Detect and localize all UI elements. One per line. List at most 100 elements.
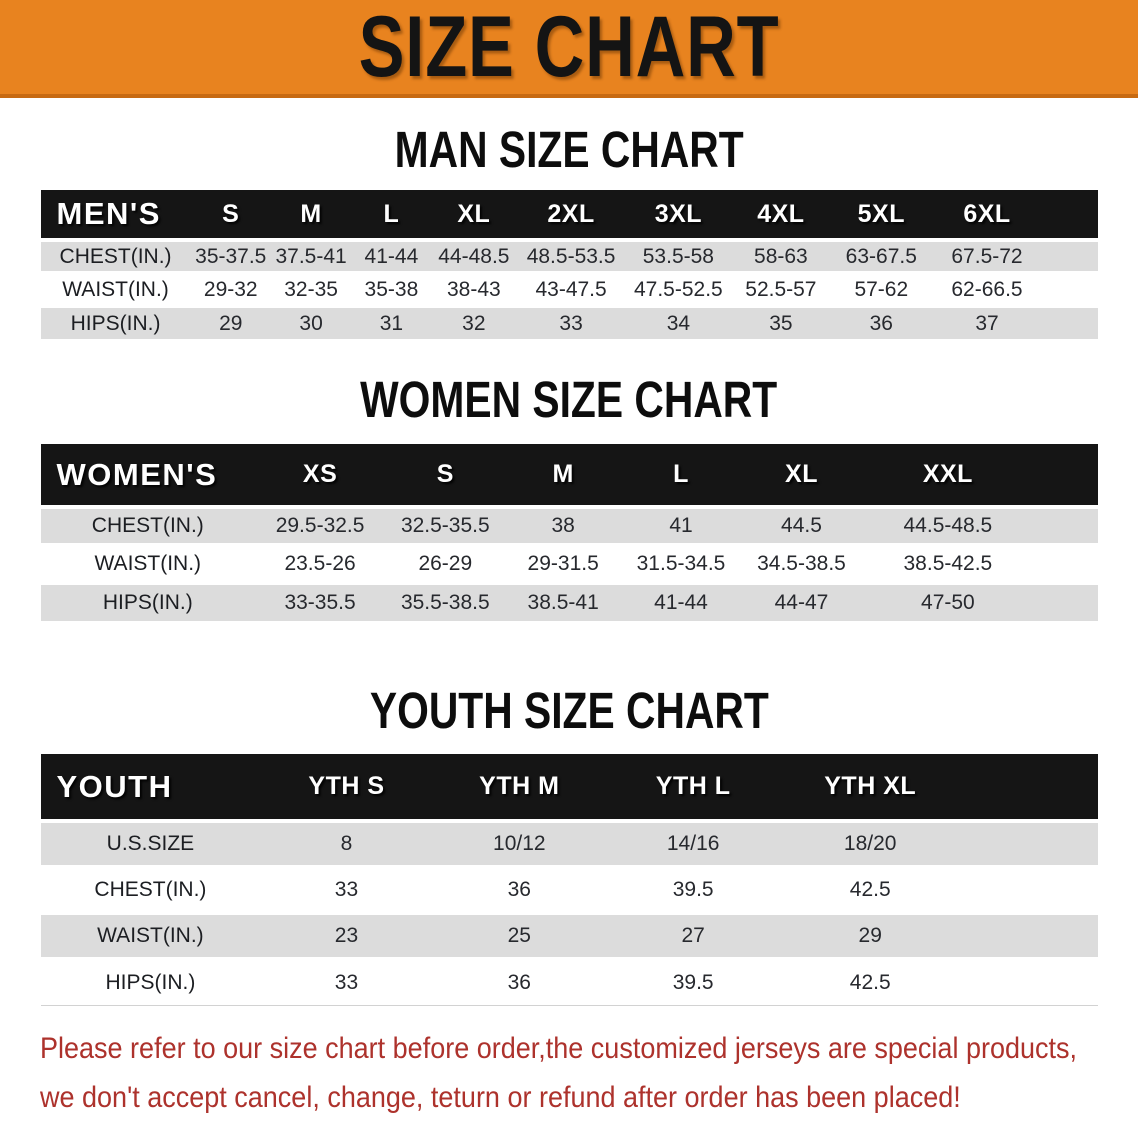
filler-cell	[1042, 190, 1098, 240]
women-size-table: WOMEN'S XS S M L XL XXL CHEST(IN.) 29.5-…	[40, 444, 1098, 621]
row-label: HIPS(IN.)	[40, 581, 256, 621]
filler-cell	[1034, 505, 1098, 545]
youth-header-label: YOUTH	[40, 754, 261, 821]
table-row-ussize: U.S.SIZE 8 10/12 14/16 18/20	[40, 819, 1098, 868]
row-label: U.S.SIZE	[40, 819, 261, 868]
size-cell: 44-48.5	[431, 238, 517, 273]
men-header-row: MEN'S S M L XL 2XL 3XL 4XL 5XL 6XL	[40, 190, 1098, 240]
column-header: S	[190, 190, 271, 240]
women-header-label: WOMEN'S	[40, 444, 256, 507]
table-row-chest: CHEST(IN.) 35-37.5 37.5-41 41-44 44-48.5…	[40, 238, 1098, 273]
column-header: 2XL	[516, 190, 627, 240]
row-label: WAIST(IN.)	[40, 271, 191, 306]
size-cell: 25	[432, 911, 606, 960]
row-label: CHEST(IN.)	[40, 505, 256, 545]
size-cell: 41-44	[351, 238, 432, 273]
size-cell: 10/12	[432, 819, 606, 868]
size-cell: 38.5-41	[505, 581, 621, 621]
size-cell: 33	[260, 865, 433, 914]
filler-cell	[1034, 543, 1098, 583]
women-header-row: WOMEN'S XS S M L XL XXL	[40, 444, 1098, 507]
size-cell: 44.5-48.5	[861, 505, 1035, 545]
size-cell: 48.5-53.5	[516, 238, 627, 273]
size-cell: 38-43	[431, 271, 517, 306]
size-cell: 34	[626, 304, 731, 339]
table-row-chest: CHEST(IN.) 33 36 39.5 42.5	[40, 865, 1098, 914]
size-cell: 14/16	[605, 819, 781, 868]
size-cell: 47-50	[861, 581, 1035, 621]
filler-cell	[960, 865, 1098, 914]
size-cell: 36	[831, 304, 932, 339]
men-size-table: MEN'S S M L XL 2XL 3XL 4XL 5XL 6XL CHEST…	[40, 190, 1098, 339]
size-cell: 58-63	[730, 238, 832, 273]
youth-heading-text: YOUTH SIZE CHART	[369, 682, 769, 739]
size-cell: 35-37.5	[190, 238, 271, 273]
column-header: S	[385, 444, 506, 507]
table-row-waist: WAIST(IN.) 23.5-26 26-29 29-31.5 31.5-34…	[40, 543, 1098, 583]
disclaimer-line-2: we don't accept cancel, change, teturn o…	[40, 1080, 961, 1114]
size-cell: 36	[432, 957, 606, 1006]
column-header: YTH L	[605, 754, 781, 821]
table-row-hips: HIPS(IN.) 29 30 31 32 33 34 35 36 37	[40, 304, 1098, 339]
column-header: YTH M	[432, 754, 606, 821]
size-cell: 32-35	[270, 271, 352, 306]
column-header: M	[505, 444, 621, 507]
size-cell: 57-62	[831, 271, 932, 306]
size-cell: 33-35.5	[255, 581, 386, 621]
size-cell: 35-38	[351, 271, 432, 306]
size-cell: 67.5-72	[931, 238, 1043, 273]
column-header: L	[620, 444, 742, 507]
table-row-hips: HIPS(IN.) 33 36 39.5 42.5	[40, 957, 1098, 1006]
size-cell: 38	[505, 505, 621, 545]
row-label: HIPS(IN.)	[40, 304, 191, 339]
row-label: CHEST(IN.)	[40, 238, 191, 273]
size-cell: 18/20	[780, 819, 961, 868]
size-cell: 62-66.5	[931, 271, 1043, 306]
youth-header-row: YOUTH YTH S YTH M YTH L YTH XL	[40, 754, 1098, 821]
banner-title: SIZE CHART	[358, 0, 780, 95]
disclaimer-line-1: Please refer to our size chart before or…	[40, 1031, 1078, 1065]
size-cell: 33	[516, 304, 627, 339]
row-label: WAIST(IN.)	[40, 543, 256, 583]
column-header: 6XL	[931, 190, 1043, 240]
women-heading-text: WOMEN SIZE CHART	[360, 371, 778, 428]
filler-cell	[1034, 444, 1098, 507]
column-header: XXL	[861, 444, 1035, 507]
filler-cell	[1042, 304, 1098, 339]
size-cell: 29.5-32.5	[255, 505, 386, 545]
column-header: XS	[255, 444, 386, 507]
size-cell: 35.5-38.5	[385, 581, 506, 621]
filler-cell	[960, 754, 1098, 821]
size-cell: 31	[351, 304, 432, 339]
size-cell: 37	[931, 304, 1043, 339]
man-section-heading: MAN SIZE CHART	[0, 122, 1138, 177]
size-cell: 63-67.5	[831, 238, 932, 273]
table-row-waist: WAIST(IN.) 23 25 27 29	[40, 911, 1098, 960]
size-cell: 36	[432, 865, 606, 914]
size-cell: 39.5	[605, 957, 781, 1006]
size-cell: 23.5-26	[255, 543, 386, 583]
size-cell: 23	[260, 911, 433, 960]
size-cell: 44-47	[741, 581, 862, 621]
size-cell: 37.5-41	[270, 238, 352, 273]
size-cell: 31.5-34.5	[620, 543, 742, 583]
size-cell: 29-31.5	[505, 543, 621, 583]
table-row-hips: HIPS(IN.) 33-35.5 35.5-38.5 38.5-41 41-4…	[40, 581, 1098, 621]
size-cell: 29-32	[190, 271, 271, 306]
column-header: 5XL	[831, 190, 932, 240]
size-cell: 42.5	[780, 865, 961, 914]
table-row-chest: CHEST(IN.) 29.5-32.5 32.5-35.5 38 41 44.…	[40, 505, 1098, 545]
size-cell: 30	[270, 304, 352, 339]
size-cell: 34.5-38.5	[741, 543, 862, 583]
row-label: CHEST(IN.)	[40, 865, 261, 914]
size-cell: 27	[605, 911, 781, 960]
size-cell: 47.5-52.5	[626, 271, 731, 306]
filler-cell	[1042, 271, 1098, 306]
column-header: YTH XL	[780, 754, 961, 821]
column-header: XL	[431, 190, 517, 240]
size-cell: 52.5-57	[730, 271, 832, 306]
disclaimer-text: Please refer to our size chart before or…	[40, 1024, 1138, 1122]
youth-size-table: YOUTH YTH S YTH M YTH L YTH XL U.S.SIZE …	[40, 754, 1098, 1006]
filler-cell	[1042, 238, 1098, 273]
size-chart-banner: SIZE CHART	[0, 0, 1138, 98]
